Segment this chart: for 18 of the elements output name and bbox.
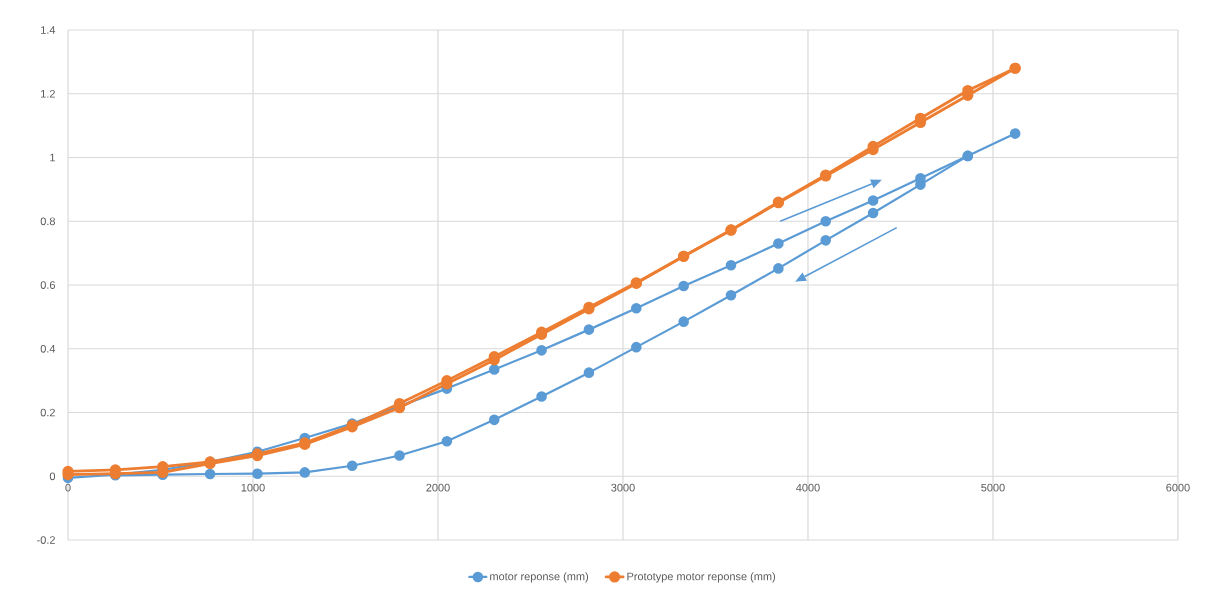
y-tick-label: 0.8 xyxy=(40,217,55,226)
legend-label: motor reponse (mm) xyxy=(490,572,589,583)
x-tick-label: 1000 xyxy=(241,483,265,492)
y-tick-label: 0.2 xyxy=(40,408,55,417)
y-tick-label: -0.2 xyxy=(37,536,55,544)
y-tick-label: 1.2 xyxy=(41,89,55,98)
x-tick-label: 3000 xyxy=(611,483,635,492)
y-tick-label: 1 xyxy=(50,153,55,162)
x-tick-label: 2000 xyxy=(426,483,450,492)
y-tick-label: 1.4 xyxy=(41,26,56,34)
x-tick-label: 0 xyxy=(65,483,71,492)
y-tick-label: 0.6 xyxy=(40,281,55,289)
x-tick-label: 5000 xyxy=(981,483,1005,492)
x-tick-label: 4000 xyxy=(796,483,820,492)
legend-label: Prototype motor reponse (mm) xyxy=(627,572,776,583)
y-tick-label: 0 xyxy=(49,472,56,481)
x-tick-label: 6000 xyxy=(1166,483,1190,492)
y-tick-label: 0.4 xyxy=(40,344,56,353)
